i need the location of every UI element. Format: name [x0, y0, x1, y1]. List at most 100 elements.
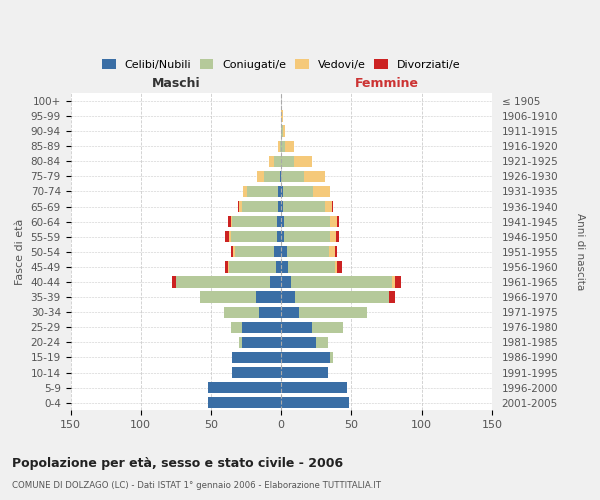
- Bar: [200, 292, 256, 302]
- Bar: [331, 352, 333, 363]
- Bar: [176, 276, 270, 287]
- Bar: [278, 140, 280, 152]
- Bar: [281, 140, 286, 152]
- Bar: [238, 201, 239, 212]
- Bar: [243, 186, 247, 197]
- Bar: [233, 246, 235, 258]
- Bar: [287, 246, 329, 258]
- Bar: [274, 156, 281, 167]
- Y-axis label: Fasce di età: Fasce di età: [15, 218, 25, 285]
- Bar: [337, 261, 341, 272]
- Bar: [332, 201, 333, 212]
- Bar: [281, 367, 328, 378]
- Bar: [280, 170, 281, 182]
- Bar: [283, 126, 286, 136]
- Text: Maschi: Maschi: [152, 78, 200, 90]
- Bar: [281, 261, 288, 272]
- Bar: [239, 336, 242, 348]
- Bar: [281, 170, 304, 182]
- Bar: [232, 216, 277, 228]
- Bar: [291, 276, 392, 287]
- Y-axis label: Anni di nascita: Anni di nascita: [575, 213, 585, 290]
- Bar: [295, 292, 389, 302]
- Bar: [281, 336, 316, 348]
- Bar: [281, 306, 299, 318]
- Bar: [228, 261, 229, 272]
- Text: Popolazione per età, sesso e stato civile - 2006: Popolazione per età, sesso e stato civil…: [12, 458, 343, 470]
- Bar: [316, 336, 328, 348]
- Bar: [225, 261, 228, 272]
- Text: COMUNE DI DOLZAGO (LC) - Dati ISTAT 1° gennaio 2006 - Elaborazione TUTTITALIA.IT: COMUNE DI DOLZAGO (LC) - Dati ISTAT 1° g…: [12, 481, 381, 490]
- Bar: [270, 276, 281, 287]
- Bar: [239, 201, 242, 212]
- Bar: [281, 201, 283, 212]
- Bar: [281, 292, 295, 302]
- Bar: [281, 397, 349, 408]
- Text: Femmine: Femmine: [355, 78, 419, 90]
- Bar: [299, 306, 367, 318]
- Bar: [284, 231, 331, 242]
- Bar: [281, 216, 284, 228]
- Bar: [281, 382, 347, 394]
- Bar: [283, 201, 325, 212]
- Bar: [331, 231, 336, 242]
- Bar: [265, 170, 280, 182]
- Bar: [235, 246, 274, 258]
- Bar: [208, 382, 281, 394]
- Bar: [336, 231, 339, 242]
- Bar: [274, 246, 281, 258]
- Bar: [329, 246, 335, 258]
- Bar: [277, 231, 281, 242]
- Bar: [229, 231, 230, 242]
- Bar: [281, 276, 291, 287]
- Bar: [256, 292, 281, 302]
- Bar: [278, 186, 281, 197]
- Bar: [281, 156, 294, 167]
- Bar: [232, 352, 281, 363]
- Bar: [331, 216, 337, 228]
- Bar: [225, 231, 229, 242]
- Bar: [325, 201, 332, 212]
- Bar: [228, 216, 230, 228]
- Bar: [288, 261, 335, 272]
- Bar: [281, 246, 287, 258]
- Bar: [284, 216, 331, 228]
- Bar: [208, 397, 281, 408]
- Bar: [259, 306, 281, 318]
- Bar: [257, 170, 265, 182]
- Bar: [280, 140, 281, 152]
- Bar: [335, 246, 337, 258]
- Bar: [172, 276, 176, 287]
- Bar: [277, 216, 281, 228]
- Bar: [230, 231, 277, 242]
- Bar: [281, 352, 331, 363]
- Bar: [281, 126, 283, 136]
- Bar: [230, 322, 242, 333]
- Bar: [230, 246, 233, 258]
- Bar: [242, 201, 278, 212]
- Bar: [224, 306, 259, 318]
- Bar: [304, 170, 325, 182]
- Bar: [275, 261, 281, 272]
- Bar: [242, 336, 281, 348]
- Bar: [230, 216, 232, 228]
- Bar: [278, 201, 281, 212]
- Bar: [281, 231, 284, 242]
- Bar: [395, 276, 401, 287]
- Bar: [269, 156, 274, 167]
- Bar: [392, 276, 395, 287]
- Bar: [313, 186, 331, 197]
- Legend: Celibi/Nubili, Coniugati/e, Vedovi/e, Divorziati/e: Celibi/Nubili, Coniugati/e, Vedovi/e, Di…: [98, 54, 464, 74]
- Bar: [294, 156, 312, 167]
- Bar: [286, 140, 294, 152]
- Bar: [389, 292, 395, 302]
- Bar: [281, 186, 283, 197]
- Bar: [281, 110, 283, 122]
- Bar: [242, 322, 281, 333]
- Bar: [247, 186, 278, 197]
- Bar: [335, 261, 337, 272]
- Bar: [281, 322, 312, 333]
- Bar: [337, 216, 339, 228]
- Bar: [229, 261, 275, 272]
- Bar: [283, 186, 313, 197]
